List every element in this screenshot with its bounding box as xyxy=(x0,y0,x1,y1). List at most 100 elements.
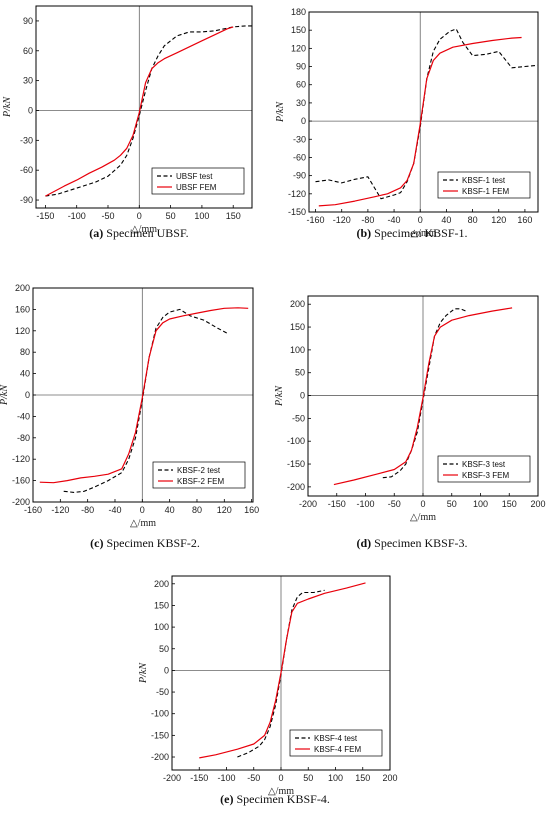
x-axis-label: △/mm xyxy=(130,518,156,529)
series-line-2 xyxy=(333,307,513,486)
y-tick-label: -200 xyxy=(12,497,30,507)
y-axis-label: P/kN xyxy=(138,662,149,684)
y-tick-label: 40 xyxy=(20,369,30,379)
caption-text: Specimen KBSF-1. xyxy=(371,226,468,240)
x-tick-label: 40 xyxy=(165,505,175,515)
legend-label-2: KBSF-1 FEM xyxy=(462,187,509,196)
x-tick-label: -40 xyxy=(108,505,121,515)
plot-frame xyxy=(308,11,539,213)
y-axis-label: P/kN xyxy=(275,101,286,123)
x-tick-label: 50 xyxy=(447,499,457,509)
series-line-2 xyxy=(199,582,366,759)
x-axis-label: △/mm xyxy=(410,228,436,239)
y-tick-label: 60 xyxy=(296,80,306,90)
y-tick-label: -200 xyxy=(151,752,169,762)
y-tick-label: 160 xyxy=(15,304,30,314)
caption-text: Specimen KBSF-3. xyxy=(371,536,468,550)
legend-box xyxy=(289,729,383,757)
x-axis-label: △/mm xyxy=(410,512,436,523)
legend-label-1: KBSF-2 test xyxy=(177,466,221,475)
y-tick-label: -50 xyxy=(292,413,305,423)
y-tick-label: 200 xyxy=(154,579,169,589)
caption-letter: (c) xyxy=(90,536,104,550)
y-tick-label: -40 xyxy=(17,411,30,421)
x-tick-label: -100 xyxy=(217,773,235,783)
y-tick-label: -80 xyxy=(17,433,30,443)
x-tick-label: 40 xyxy=(441,215,451,225)
y-tick-label: -150 xyxy=(151,730,169,740)
y-tick-label: 100 xyxy=(154,622,169,632)
caption-text: Specimen KBSF-4. xyxy=(233,792,330,806)
y-axis-label: P/kN xyxy=(2,96,13,118)
x-tick-label: 160 xyxy=(244,505,259,515)
legend-label-2: KBSF-4 FEM xyxy=(314,745,361,754)
y-tick-label: 200 xyxy=(290,299,305,309)
x-tick-label: 120 xyxy=(491,215,506,225)
y-axis-label: P/kN xyxy=(0,384,10,406)
legend-label-1: KBSF-4 test xyxy=(314,734,358,743)
chart-caption: (d) Specimen KBSF-3. xyxy=(312,536,512,551)
y-tick-label: 60 xyxy=(23,46,33,56)
y-tick-label: 50 xyxy=(159,644,169,654)
legend-box xyxy=(437,171,531,199)
x-tick-label: -40 xyxy=(388,215,401,225)
x-tick-label: -150 xyxy=(190,773,208,783)
y-tick-label: 80 xyxy=(20,347,30,357)
series-line-2 xyxy=(45,26,234,197)
chart-caption: (e) Specimen KBSF-4. xyxy=(175,792,375,807)
y-tick-label: 180 xyxy=(291,7,306,17)
x-tick-label: 50 xyxy=(166,211,176,221)
x-tick-label: 0 xyxy=(418,215,423,225)
x-tick-label: -50 xyxy=(101,211,114,221)
y-tick-label: 30 xyxy=(296,98,306,108)
y-tick-label: 150 xyxy=(154,600,169,610)
x-tick-label: -150 xyxy=(328,499,346,509)
y-tick-label: 90 xyxy=(23,16,33,26)
legend-box xyxy=(437,455,531,483)
y-tick-label: 30 xyxy=(23,76,33,86)
y-tick-label: -100 xyxy=(151,709,169,719)
x-tick-label: 80 xyxy=(468,215,478,225)
y-tick-label: -60 xyxy=(20,165,33,175)
legend-box xyxy=(152,461,246,489)
x-tick-label: 200 xyxy=(530,499,545,509)
legend-label-1: UBSF test xyxy=(176,172,213,181)
legend-label-2: KBSF-3 FEM xyxy=(462,471,509,480)
x-tick-label: 80 xyxy=(192,505,202,515)
legend-label-2: UBSF FEM xyxy=(176,183,217,192)
y-tick-label: -90 xyxy=(293,171,306,181)
x-tick-label: 150 xyxy=(355,773,370,783)
y-tick-label: -160 xyxy=(12,476,30,486)
legend-label-1: KBSF-3 test xyxy=(462,460,506,469)
x-tick-label: -50 xyxy=(247,773,260,783)
x-tick-label: -80 xyxy=(81,505,94,515)
plot-frame xyxy=(35,5,253,209)
chart-caption: (a) Specimen UBSF. xyxy=(39,226,239,241)
caption-letter: (d) xyxy=(356,536,372,550)
caption-letter: (b) xyxy=(356,226,372,240)
y-tick-label: 100 xyxy=(290,345,305,355)
x-tick-label: -100 xyxy=(356,499,374,509)
y-axis-label: P/kN xyxy=(274,385,285,407)
x-tick-label: 200 xyxy=(382,773,397,783)
caption-letter: (e) xyxy=(220,792,234,806)
x-tick-label: 100 xyxy=(194,211,209,221)
x-tick-label: -200 xyxy=(299,499,317,509)
y-tick-label: -60 xyxy=(293,152,306,162)
plot-frame xyxy=(307,295,539,497)
x-tick-label: -160 xyxy=(307,215,325,225)
series-line-2 xyxy=(39,307,249,484)
x-axis-label: △/mm xyxy=(268,786,294,797)
x-tick-label: -200 xyxy=(163,773,181,783)
legend-box xyxy=(151,167,245,195)
x-tick-label: 150 xyxy=(226,211,241,221)
y-tick-label: -200 xyxy=(287,482,305,492)
x-tick-label: 0 xyxy=(137,211,142,221)
y-tick-label: 0 xyxy=(164,665,169,675)
x-tick-label: 0 xyxy=(278,773,283,783)
x-tick-label: 120 xyxy=(217,505,232,515)
x-tick-label: 100 xyxy=(328,773,343,783)
